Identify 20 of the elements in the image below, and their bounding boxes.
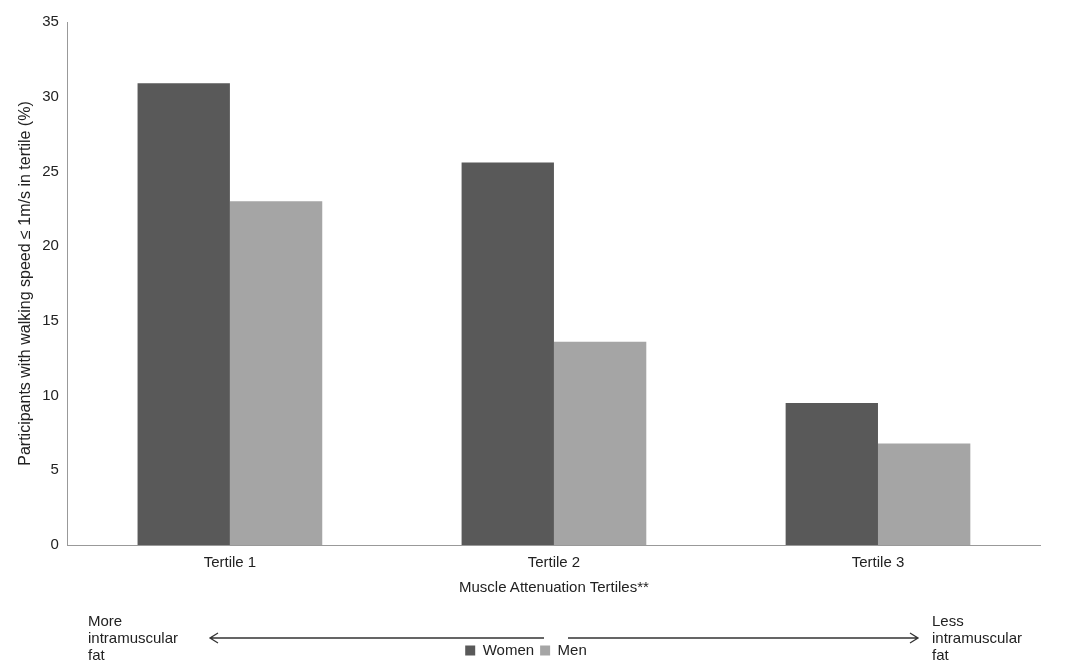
y-tick-label: 0	[50, 535, 59, 553]
y-tick-label: 30	[42, 86, 59, 104]
x-axis-title: Muscle Attenuation Tertiles**	[459, 578, 650, 596]
y-tick-label: 15	[42, 311, 59, 328]
legend-label: Men	[557, 640, 587, 658]
y-tick-label: 10	[42, 385, 59, 403]
x-tick-label: Tertile 1	[203, 553, 257, 571]
text: More intramuscular fat	[88, 612, 180, 663]
legend-label: Women	[482, 640, 535, 658]
text: Less intramuscular fat	[932, 612, 1024, 663]
y-tick-label: 20	[42, 236, 59, 254]
x-tick-label: Tertile 2	[527, 553, 581, 571]
y-tick-label: 25	[42, 161, 59, 179]
bar	[461, 162, 554, 545]
y-tick-label: 35	[42, 12, 59, 30]
bar	[137, 83, 230, 545]
y-tick-label: 5	[50, 460, 59, 478]
y-axis-title: Participants with walking speed ≤ 1m/s in tertile (%)	[16, 101, 34, 466]
x-tick-label: Tertile 3	[851, 553, 905, 571]
bar	[785, 403, 878, 545]
